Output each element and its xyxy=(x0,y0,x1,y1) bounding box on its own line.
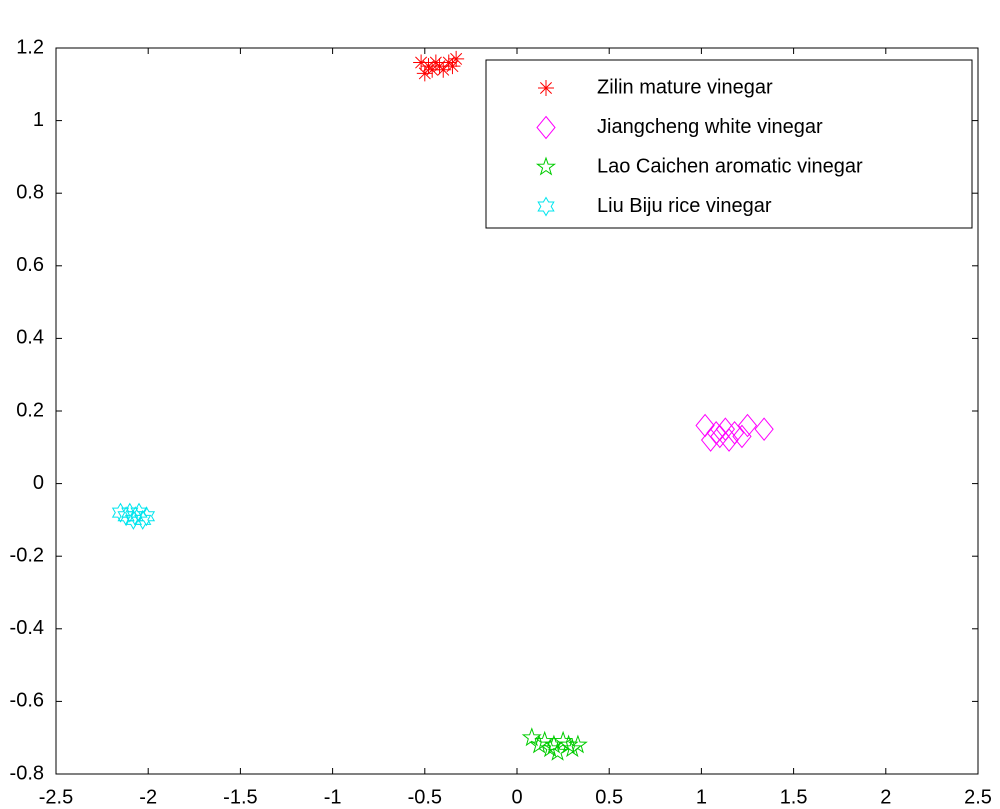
point xyxy=(121,502,139,523)
y-tick-label: -0.4 xyxy=(10,617,44,639)
x-tick-label: 1.5 xyxy=(780,786,808,808)
legend-label: Lao Caichen aromatic vinegar xyxy=(597,155,863,177)
x-tick-label: -2 xyxy=(139,786,157,808)
point xyxy=(413,54,430,71)
y-tick-label: -0.2 xyxy=(10,544,44,566)
point xyxy=(695,413,715,438)
point xyxy=(448,50,465,67)
point xyxy=(754,417,774,441)
point xyxy=(534,730,555,750)
x-tick-label: -2.5 xyxy=(39,786,73,808)
point xyxy=(700,428,721,452)
x-tick-label: 0.5 xyxy=(595,786,623,808)
x-tick-label: 1 xyxy=(696,786,707,808)
legend-marker xyxy=(535,156,557,176)
legend-marker xyxy=(538,80,554,96)
x-tick-label: 0 xyxy=(511,786,522,808)
legend-label: Liu Biju rice vinegar xyxy=(597,195,772,217)
point xyxy=(111,502,130,523)
point xyxy=(567,734,588,754)
y-tick-label: 0.8 xyxy=(16,181,44,203)
point xyxy=(724,420,745,445)
legend-label: Zilin mature vinegar xyxy=(597,76,773,98)
point xyxy=(435,61,452,78)
legend-marker xyxy=(537,196,555,217)
point xyxy=(444,58,461,75)
y-tick-label: -0.8 xyxy=(10,762,44,784)
y-tick-label: 0.6 xyxy=(16,254,44,276)
point xyxy=(134,509,152,530)
y-tick-label: 1 xyxy=(33,109,44,131)
point xyxy=(710,424,730,449)
legend-box xyxy=(485,59,973,229)
y-tick-label: 0.4 xyxy=(16,327,44,349)
point xyxy=(137,506,156,527)
point xyxy=(424,61,441,78)
point xyxy=(521,727,542,747)
x-tick-label: -1 xyxy=(324,786,342,808)
legend-label: Jiangcheng white vinegar xyxy=(597,116,823,138)
y-tick-label: 0.2 xyxy=(16,399,44,421)
point xyxy=(706,420,726,445)
x-tick-label: 2 xyxy=(880,786,891,808)
x-tick-label: -1.5 xyxy=(223,786,257,808)
point xyxy=(719,428,739,452)
legend-marker xyxy=(536,115,556,140)
point xyxy=(715,417,736,441)
y-tick-label: 1.2 xyxy=(16,36,44,58)
y-tick-label: 0 xyxy=(33,472,44,494)
x-tick-label: 2.5 xyxy=(964,786,992,808)
point xyxy=(732,424,752,449)
point xyxy=(416,65,433,82)
x-tick-label: -0.5 xyxy=(408,786,442,808)
y-tick-label: -0.6 xyxy=(10,690,44,712)
point xyxy=(737,413,758,438)
